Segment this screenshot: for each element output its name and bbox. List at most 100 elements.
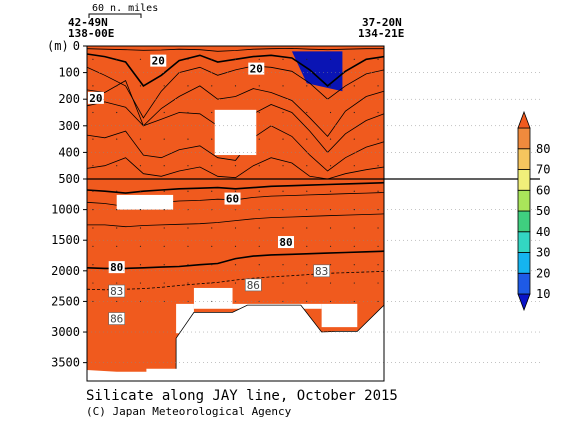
sample-point: [353, 282, 355, 284]
sample-point: [211, 138, 213, 140]
colorbar-label: 60: [536, 183, 550, 197]
sample-point: [92, 190, 94, 192]
contour-label: 20: [89, 92, 102, 105]
sample-point: [163, 209, 165, 211]
contour-label-box: [150, 54, 167, 67]
contour-line-4: [86, 80, 385, 138]
sample-point: [163, 245, 165, 247]
colorbar-label: 50: [536, 204, 550, 218]
contour-label: 60: [226, 193, 239, 206]
sample-point: [163, 190, 165, 192]
contour-line-6: [86, 125, 385, 172]
sample-point: [353, 264, 355, 266]
sample-point: [139, 264, 142, 266]
plot-frame: [86, 45, 385, 382]
contour-label-box: [248, 62, 265, 75]
sample-point: [234, 282, 237, 284]
sample-point: [116, 282, 118, 284]
sample-point: [139, 245, 142, 247]
sample-point: [377, 209, 379, 211]
sample-point: [163, 227, 165, 229]
sample-point: [329, 85, 332, 87]
sample-point: [306, 300, 308, 303]
sample-point: [116, 190, 118, 192]
sample-point: [306, 58, 308, 60]
contour-label-box: [87, 91, 104, 104]
sample-point: [211, 245, 213, 247]
sample-point: [282, 85, 284, 87]
contour-line-80: [86, 250, 385, 270]
sample-point: [187, 111, 189, 114]
sample-point: [116, 58, 118, 60]
sample-point: [139, 165, 142, 167]
sample-point: [116, 111, 118, 114]
sample-point: [187, 85, 189, 87]
contour-label: 80: [110, 261, 123, 274]
sample-point: [116, 85, 118, 87]
sample-point: [92, 138, 94, 140]
sample-point: [306, 85, 308, 87]
colorbar-segment: [517, 148, 531, 170]
sample-point: [139, 111, 142, 114]
sample-point: [353, 138, 355, 140]
sample-point: [187, 245, 189, 247]
colorbar-label: 80: [536, 142, 550, 156]
sample-point: [211, 165, 213, 167]
colorbar-segment: [517, 231, 531, 253]
sample-point: [187, 282, 189, 284]
sample-point: [211, 282, 213, 284]
sample-point: [377, 165, 379, 167]
sample-point: [211, 111, 213, 114]
colorbar-segment: [517, 272, 531, 295]
sample-point: [92, 85, 94, 87]
missing-data-box: [193, 287, 233, 309]
sample-point: [163, 165, 165, 167]
sample-point: [329, 111, 332, 114]
sample-point: [116, 245, 118, 247]
unit-label: (m): [47, 39, 69, 53]
sample-point: [211, 264, 213, 266]
sample-point: [353, 190, 355, 192]
sample-point: [139, 138, 142, 140]
contour-label: 80: [279, 236, 292, 249]
colorbar-label: 10: [536, 287, 550, 301]
sample-point: [377, 227, 379, 229]
credit-line: (C) Japan Meteorological Agency: [86, 405, 292, 418]
contour-label-box: [224, 192, 241, 205]
sample-point: [234, 165, 237, 167]
contour-line-83: [86, 271, 385, 291]
sample-point: [306, 245, 308, 247]
sample-point: [353, 209, 355, 211]
sample-point: [306, 190, 308, 192]
sample-point: [234, 85, 237, 87]
sample-point: [306, 209, 308, 211]
colorbar-label: 40: [536, 225, 550, 239]
contour-label-box: [108, 284, 125, 298]
sea-bottom-mask: [87, 305, 384, 381]
sample-point: [258, 138, 260, 140]
sample-point: [234, 245, 237, 247]
colorbar-label: 70: [536, 163, 550, 177]
contour-label-box: [313, 264, 330, 278]
sample-point: [306, 227, 308, 229]
sample-point: [353, 245, 355, 247]
sample-point: [187, 58, 189, 60]
sample-point: [211, 85, 213, 87]
sample-point: [306, 264, 308, 266]
right-station-lon: 134-21E: [358, 27, 404, 40]
y-tick-label: 0: [73, 39, 80, 53]
contour-label: 83: [315, 265, 328, 278]
sample-point: [139, 58, 142, 60]
colorbar-segment: [517, 210, 531, 233]
sample-point: [282, 111, 284, 114]
sample-point: [116, 138, 118, 140]
sample-point: [329, 300, 332, 303]
sample-point: [92, 282, 94, 284]
sample-point: [282, 138, 284, 140]
sample-point: [329, 190, 332, 192]
sample-point: [139, 85, 142, 87]
sample-point: [258, 58, 260, 60]
sample-point: [353, 300, 355, 303]
sample-point: [329, 282, 332, 284]
sample-point: [353, 165, 355, 167]
